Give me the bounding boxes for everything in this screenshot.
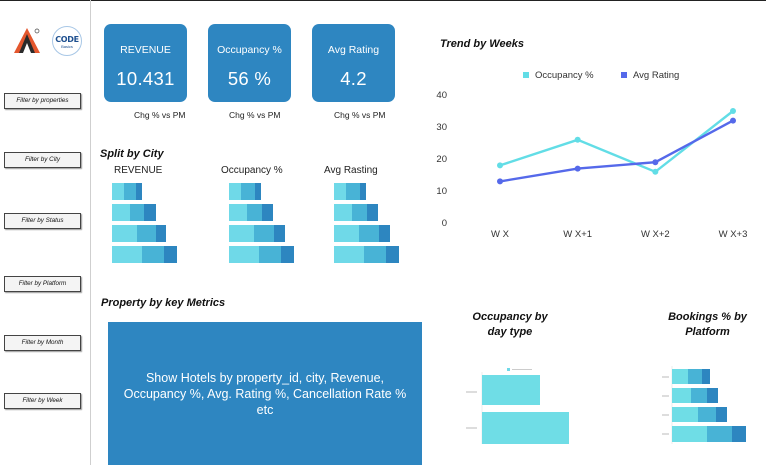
trend-point — [730, 108, 736, 114]
kpi-card-avg-rating: Avg Rating 4.2 — [312, 24, 395, 102]
filter-status-button[interactable]: Filter by Status — [4, 213, 81, 229]
city-bar-occupancy — [229, 183, 261, 200]
city-bar-revenue — [112, 225, 166, 242]
kpi-value: 10.431 — [116, 68, 175, 89]
trend-point — [652, 168, 659, 175]
city-bar-revenue — [112, 246, 177, 263]
bookings-bar-segment — [672, 407, 698, 422]
filter-week-button[interactable]: Filter by Week — [4, 393, 81, 409]
city-bar-revenue — [112, 204, 156, 221]
kpi-change-label: Chg % vs PM — [334, 110, 386, 120]
kpi-change-label: Chg % vs PM — [229, 110, 281, 120]
bookings-bar-segment — [672, 426, 707, 442]
trend-legend-label: Occupancy % — [535, 70, 594, 81]
occupancy-day-type-chart — [466, 368, 569, 444]
kpi-change-label: Chg % vs PM — [134, 110, 186, 120]
trend-y-tick-label: 40 — [436, 90, 447, 101]
occupancy-day-type-title: Occupancy by day type — [472, 311, 548, 338]
top-border — [0, 0, 766, 1]
bookings-bar-segment — [716, 407, 727, 422]
kpi-title: Avg Rating — [327, 44, 380, 56]
property-metrics-title: Property by key Metrics — [101, 297, 226, 309]
city-bar-rating — [334, 246, 399, 263]
occupancy-bar-weekend — [482, 412, 569, 444]
city-bar-rating — [334, 204, 378, 221]
city-bar-revenue — [112, 183, 142, 200]
property-metrics-placeholder: Show Hotels by property_id, city, Revenu… — [108, 322, 422, 465]
bookings-bar-segment — [691, 388, 707, 403]
trend-point — [574, 136, 581, 143]
split-col-revenue: REVENUE — [114, 165, 163, 176]
kpi-title: Occupancy % — [217, 44, 282, 56]
trend-title: Trend by Weeks — [440, 38, 524, 50]
codebasics-logo: CODE Basics — [52, 26, 82, 56]
trend-point — [497, 178, 503, 185]
occupancy-legend-swatch — [507, 368, 510, 371]
brand-logo-icon — [14, 28, 40, 53]
kpi-value: 56 % — [227, 68, 272, 89]
bookings-bar-segment — [707, 426, 732, 442]
bookings-bar-segment — [672, 388, 691, 403]
trend-legend-label: Avg Rating — [633, 70, 679, 81]
trend-legend-swatch — [621, 72, 627, 78]
filter-platform-button[interactable]: Filter by Platform — [4, 276, 81, 292]
bookings-bar-segment — [698, 407, 716, 422]
city-bar-rating — [334, 183, 366, 200]
bookings-platform-title: Bookings % by Platform — [668, 311, 747, 338]
logo-text: CODE — [55, 35, 79, 44]
split-by-city-title: Split by City — [100, 148, 164, 160]
trend-legend-swatch — [523, 72, 529, 78]
trend-series-line — [499, 110, 734, 174]
city-bar-rating — [334, 225, 390, 242]
kpi-card-occupancy: Occupancy % 56 % — [208, 24, 291, 102]
trend-y-tick-label: 0 — [442, 218, 447, 229]
kpi-title: REVENUE — [120, 44, 171, 56]
trend-point — [730, 117, 736, 124]
city-bar-occupancy — [229, 225, 285, 242]
trend-point — [652, 159, 659, 166]
bookings-bar-segment — [707, 388, 718, 403]
trend-x-tick-label: W X+2 — [641, 229, 670, 240]
kpi-value: 4.2 — [340, 68, 367, 89]
occupancy-bar-weekday — [482, 375, 540, 405]
property-metrics-text: Show Hotels by property_id, city, Revenu… — [123, 370, 407, 417]
filter-month-button[interactable]: Filter by Month — [4, 335, 81, 351]
trend-x-tick-label: W X+1 — [563, 229, 592, 240]
filter-city-button[interactable]: Filter by City — [4, 152, 81, 168]
split-col-rating: Avg Rasting — [324, 165, 378, 176]
trend-series-line — [499, 119, 734, 183]
trend-point — [497, 162, 503, 169]
kpi-card-revenue: REVENUE 10.431 — [104, 24, 187, 102]
logo-subtext: Basics — [61, 44, 73, 49]
trend-line-chart: 0 10 20 30 40 W X W X+1 W X+2 W X+3 Occupancy % Av… — [436, 70, 748, 240]
bookings-bar-segment — [688, 369, 702, 384]
city-bar-occupancy — [229, 204, 273, 221]
trend-point — [574, 165, 581, 172]
bookings-bar-segment — [672, 369, 688, 384]
bookings-platform-chart — [662, 366, 746, 444]
trend-x-tick-label: W X+3 — [719, 229, 748, 240]
trend-y-tick-label: 10 — [436, 186, 447, 197]
city-bar-occupancy — [229, 246, 294, 263]
trend-y-tick-label: 20 — [436, 154, 447, 165]
split-col-occupancy: Occupancy % — [221, 165, 283, 176]
bookings-bar-segment — [702, 369, 710, 384]
sidebar-divider — [90, 0, 91, 465]
trend-x-tick-label: W X — [491, 229, 510, 240]
bookings-bar-segment — [732, 426, 746, 442]
filter-properties-button[interactable]: Filter by properties — [4, 93, 81, 109]
trend-y-tick-label: 30 — [436, 122, 447, 133]
